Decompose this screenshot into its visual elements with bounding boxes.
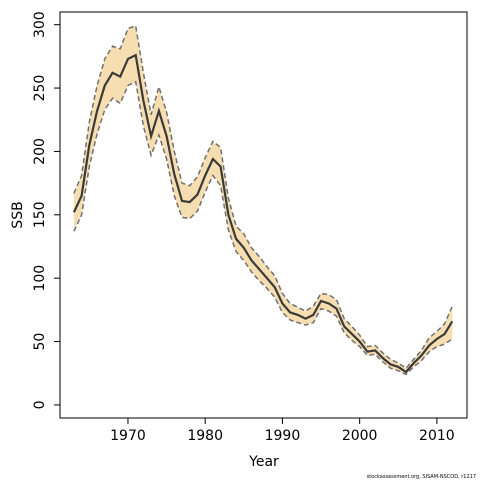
y-tick-label: 150 — [32, 201, 48, 228]
x-tick-label: 1970 — [110, 428, 146, 444]
confidence-band — [73, 25, 453, 375]
x-tick-label: 2000 — [342, 428, 378, 444]
x-tick-label: 1990 — [265, 428, 301, 444]
y-tick-label: 200 — [32, 138, 48, 165]
y-axis-label: SSB — [10, 201, 26, 228]
bound-line — [73, 80, 453, 376]
y-tick-label: 0 — [32, 400, 48, 409]
x-tick-label: 2010 — [419, 428, 455, 444]
bound-line — [73, 24, 453, 370]
y-tick-label: 300 — [32, 11, 48, 38]
y-tick-label: 50 — [32, 333, 48, 351]
y-tick-label: 250 — [32, 75, 48, 102]
source-note: stockassessment.org, SISAM-NSCOD, r1217 — [367, 474, 476, 480]
x-axis-label: Year — [248, 454, 279, 470]
y-tick-label: 100 — [32, 265, 48, 292]
ssb-line — [72, 53, 454, 374]
x-tick-label: 1980 — [187, 428, 223, 444]
